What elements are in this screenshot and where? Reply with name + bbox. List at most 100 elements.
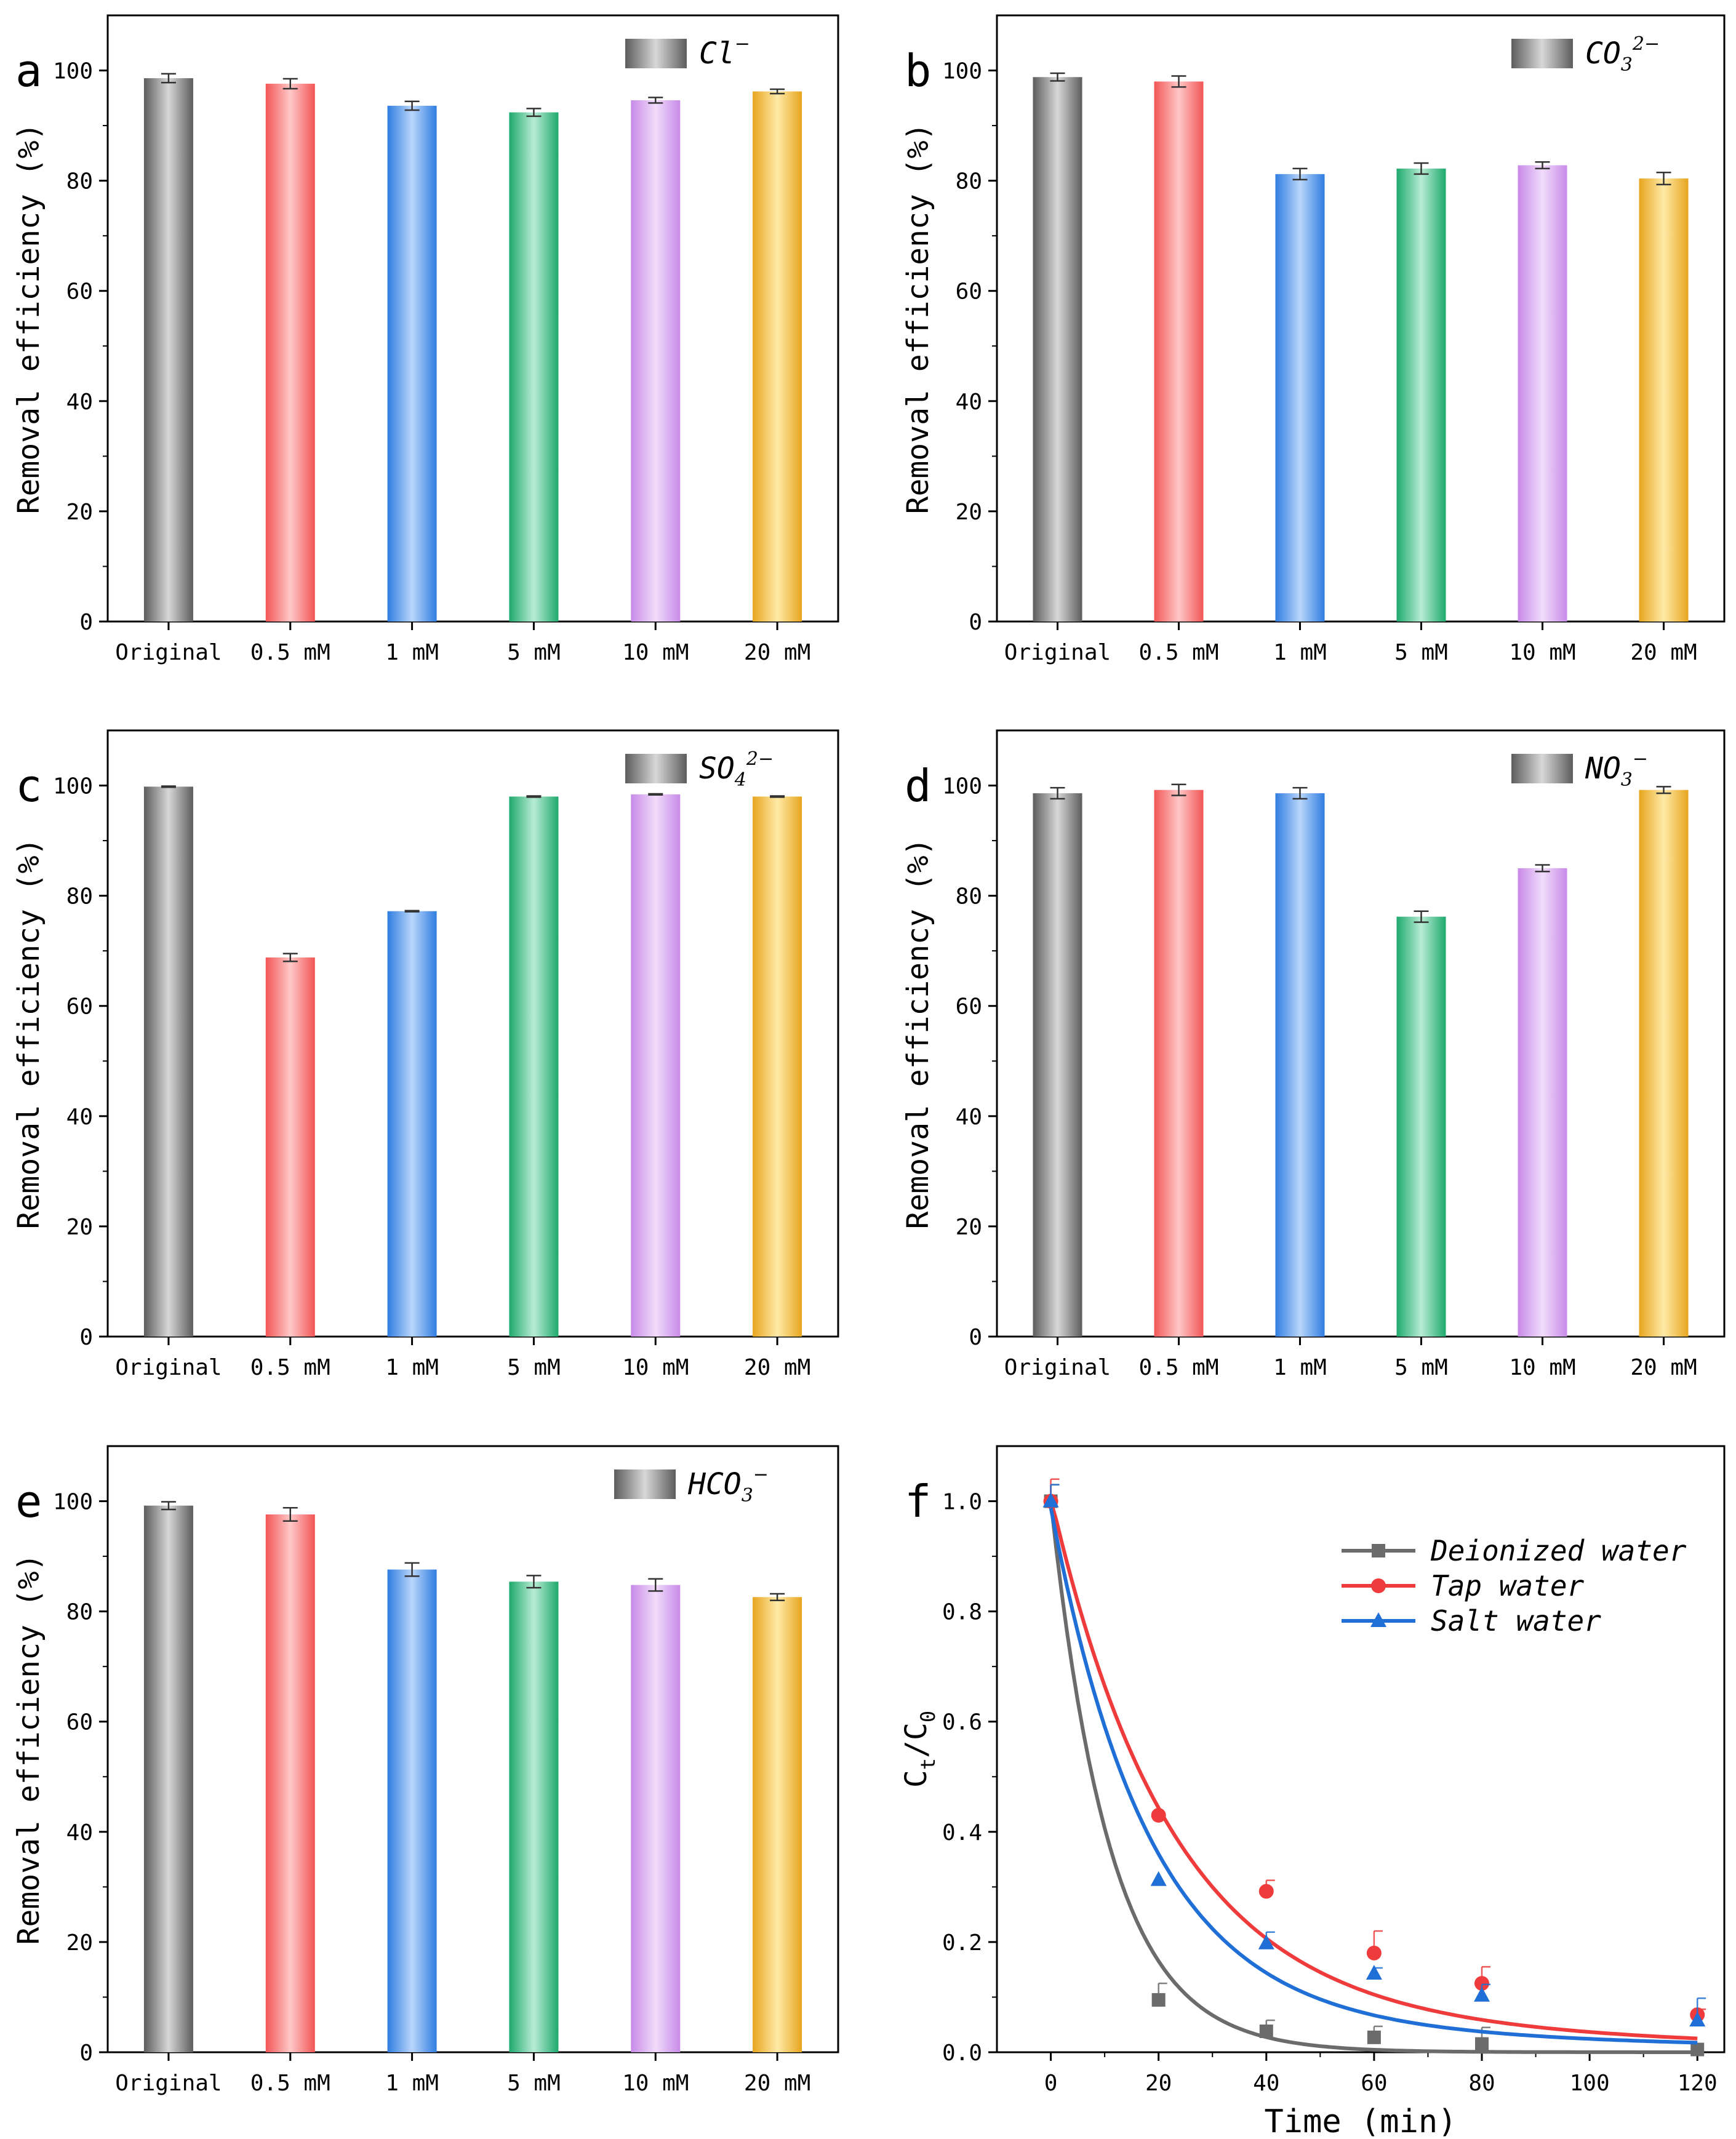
x-tick-label: 20 mM	[1630, 1355, 1697, 1380]
bar-10-mm	[631, 1585, 681, 2052]
plot-frame	[996, 14, 1726, 623]
bar-1-mm	[387, 105, 437, 622]
bar-5-mm	[509, 112, 559, 622]
x-tick-label: 1 mM	[1273, 640, 1327, 665]
x-tick-label: 20 mM	[744, 2071, 810, 2096]
x-tick-label: 0.5 mM	[250, 640, 330, 665]
y-tick-label: 100	[53, 1490, 93, 1515]
panel-letter: a	[15, 45, 42, 97]
bar-5-mm	[1396, 916, 1446, 1337]
legend-ion-sup: −	[735, 33, 750, 55]
y-tick-label: 20	[956, 1215, 982, 1240]
bar-original	[1033, 77, 1082, 622]
y-axis-title: Removal efficiency (%)	[901, 123, 935, 514]
x-tick-label: 5 mM	[507, 1355, 561, 1380]
legend-ion-base: SO	[699, 751, 735, 786]
legend-swatch	[625, 754, 687, 783]
x-tick-label: Original	[1004, 1355, 1111, 1380]
legend-ion-sub: 4	[734, 769, 746, 791]
y-axis-title: Removal efficiency (%)	[12, 1554, 46, 1945]
panel-letter: b	[905, 45, 931, 97]
x-tick-label: 100	[1570, 2071, 1610, 2096]
bar-original	[143, 78, 193, 622]
bar-1-mm	[1275, 793, 1325, 1337]
x-tick-label: 10 mM	[622, 640, 689, 665]
y-tick-label: 60	[66, 994, 93, 1020]
data-point-square	[1151, 1993, 1166, 2007]
bar-original	[1033, 793, 1082, 1337]
y-tick-label: 0.4	[942, 1820, 982, 1845]
data-point-square	[1475, 2037, 1489, 2051]
legend: NO3−	[1511, 748, 1648, 791]
bar-1-mm	[387, 1569, 437, 2052]
x-tick-label: 5 mM	[507, 2071, 561, 2096]
data-point-triangle	[1366, 1964, 1382, 1980]
x-tick-label: 10 mM	[1509, 1355, 1575, 1380]
bar-0-5-mm	[265, 1514, 315, 2052]
legend-ion-base: Cl	[699, 36, 735, 71]
data-point-triangle	[1258, 1934, 1274, 1949]
bar-0-5-mm	[1154, 790, 1204, 1337]
bar-20-mm	[753, 1597, 802, 2052]
bar-0-5-mm	[265, 84, 315, 622]
legend-label: Salt water	[1431, 1604, 1601, 1637]
x-tick-label: 0	[1044, 2071, 1058, 2096]
y-tick-label: 1.0	[942, 1490, 982, 1515]
data-point-circle	[1366, 1945, 1382, 1961]
plot-frame	[996, 1445, 1726, 2053]
y-tick-label: 0	[79, 2041, 93, 2066]
legend-label: CO32−	[1585, 33, 1660, 76]
fit-curve	[1049, 1501, 1698, 2054]
bar-20-mm	[1639, 178, 1689, 622]
y-axis-title: Removal efficiency (%)	[12, 838, 46, 1229]
y-tick-label: 20	[66, 1215, 93, 1240]
legend-ion-sub: 3	[742, 1485, 753, 1506]
y-axis-title: Removal efficiency (%)	[12, 123, 46, 514]
y-tick-label: 80	[66, 1600, 93, 1625]
legend-ion-sub: 3	[1621, 54, 1633, 76]
y-tick-label: 100	[942, 774, 982, 799]
legend-swatch	[625, 39, 687, 68]
x-tick-label: Original	[115, 2071, 222, 2096]
data-point-circle	[1258, 1884, 1274, 1899]
legend: CO32−	[1511, 33, 1660, 76]
y-tick-label: 60	[66, 279, 93, 305]
x-tick-label: 1 mM	[385, 640, 439, 665]
chart-panel-e: 0 20 40 60 80 100 Removal efficiency (%) Origin…	[12, 1445, 839, 2096]
data-point-triangle	[1370, 1612, 1386, 1627]
bar-10-mm	[631, 794, 681, 1337]
bar-original	[143, 786, 193, 1337]
legend-label: Deionized water	[1430, 1534, 1687, 1567]
y-tick-label: 20	[66, 1930, 93, 1956]
x-tick-label: 40	[1253, 2071, 1279, 2096]
data-point-square	[1259, 2024, 1273, 2038]
legend-swatch	[1511, 39, 1573, 68]
y-tick-label: 40	[956, 390, 982, 415]
panel-letter: d	[905, 760, 931, 812]
y-tick-label: 100	[53, 59, 93, 84]
x-tick-label: 1 mM	[385, 1355, 439, 1380]
y-axis-title-part: C	[899, 1770, 934, 1788]
legend-label: Tap water	[1431, 1569, 1585, 1602]
x-tick-label: 60	[1361, 2071, 1387, 2096]
x-tick-label: 0.5 mM	[1138, 1355, 1218, 1380]
plot-frame	[106, 14, 839, 623]
chart-panel-d: 0 20 40 60 80 100 Removal efficiency (%) Origin…	[901, 729, 1726, 1380]
y-tick-label: 20	[66, 500, 93, 525]
y-axis-title-part: 0	[916, 1711, 940, 1722]
bar-5-mm	[509, 1581, 559, 2052]
legend-ion-sup: 2−	[746, 748, 774, 770]
bar-1-mm	[387, 911, 437, 1337]
series-salt-water	[1042, 1484, 1706, 2045]
chart-panel-a: 0 20 40 60 80 100 Removal efficiency (%) Origin…	[12, 14, 839, 665]
data-point-circle	[1151, 1807, 1166, 1823]
legend: Cl−	[625, 33, 750, 71]
bar-20-mm	[753, 91, 802, 622]
data-point-square	[1372, 1544, 1385, 1557]
data-point-triangle	[1150, 1871, 1167, 1886]
y-tick-label: 0	[969, 1325, 982, 1350]
legend-ion-sup: −	[1633, 748, 1648, 770]
y-tick-label: 0	[969, 610, 982, 635]
x-tick-label: 20 mM	[1630, 640, 1697, 665]
